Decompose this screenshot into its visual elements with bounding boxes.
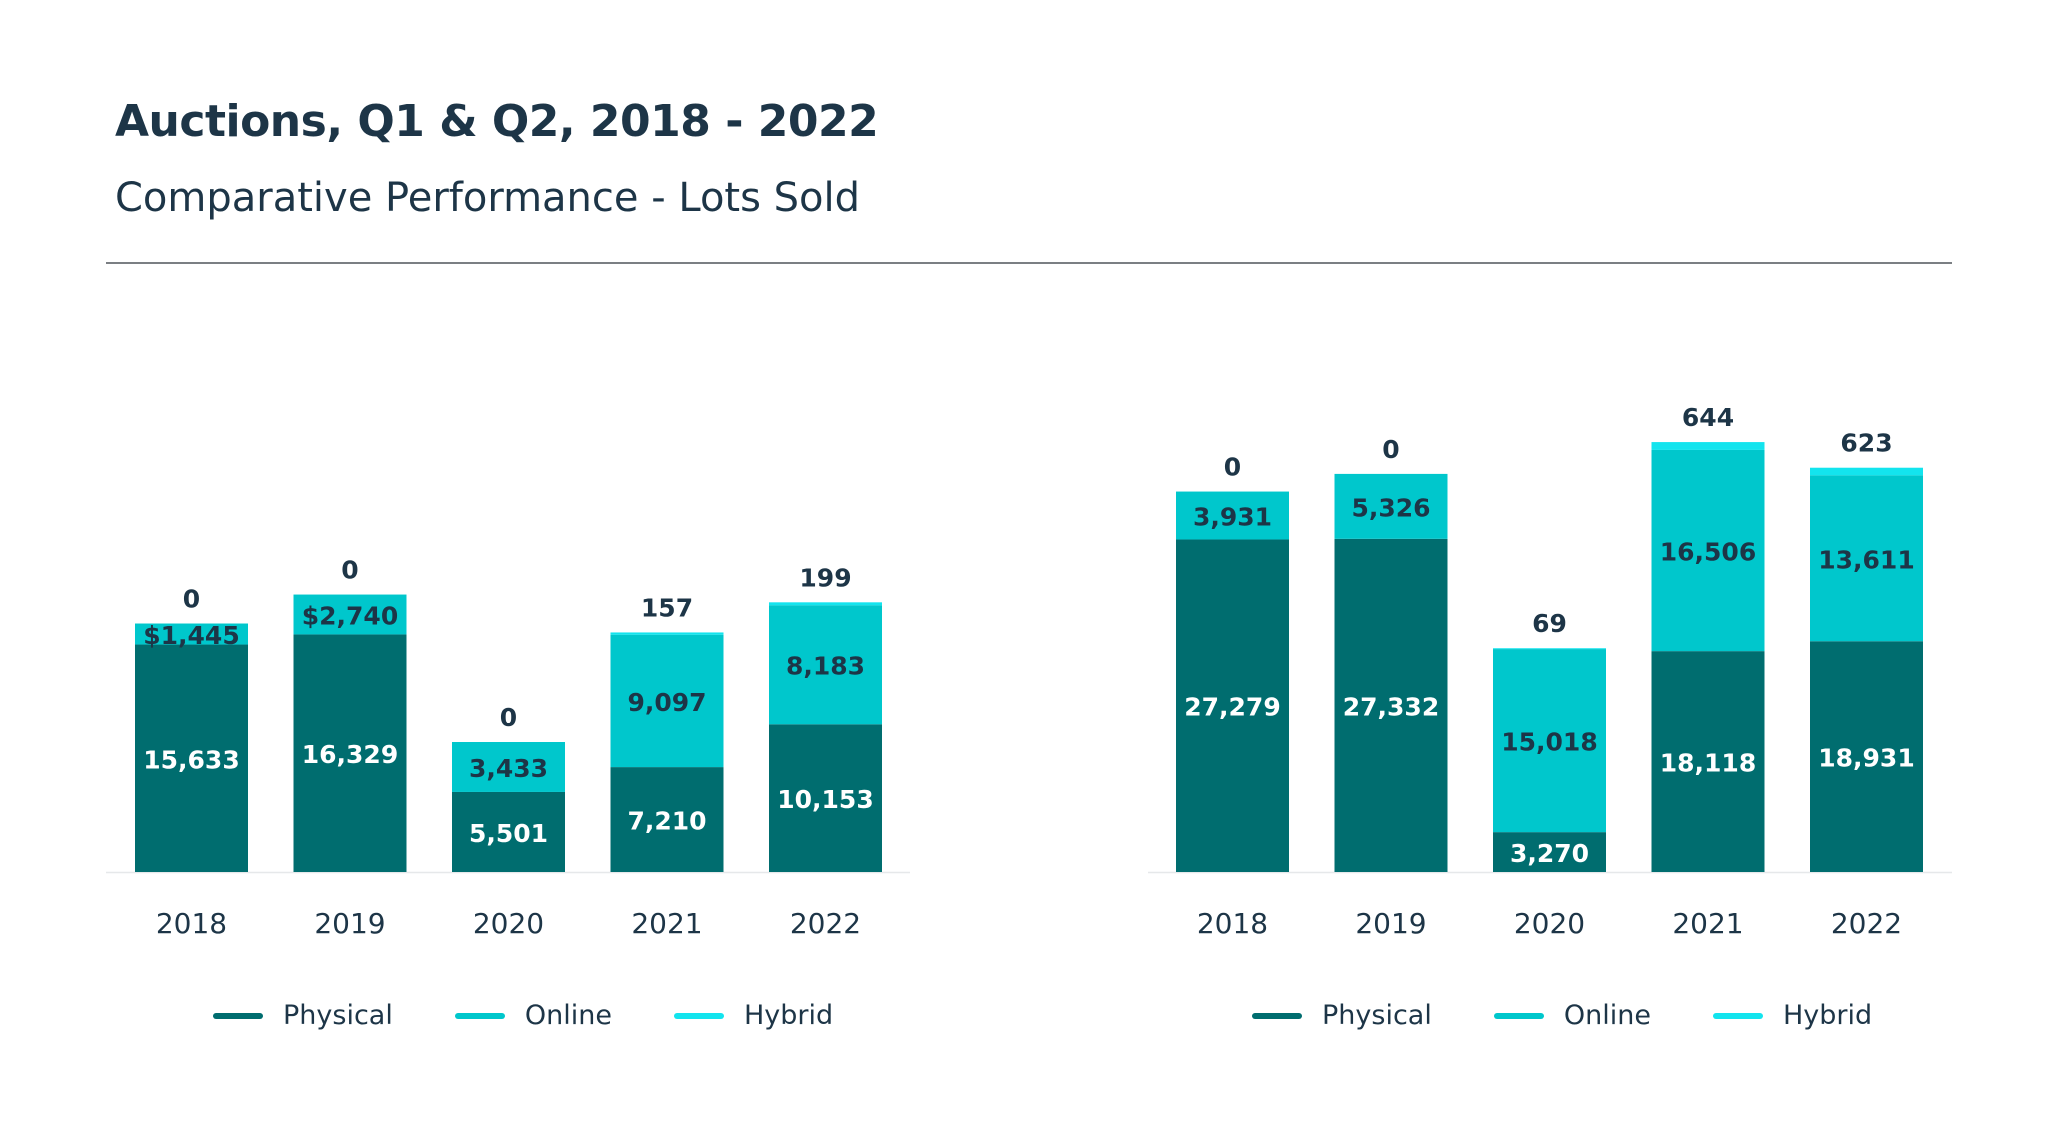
data-label-physical-2019: 27,332: [1343, 692, 1439, 721]
x-tick-label-2021: 2021: [1672, 907, 1743, 940]
data-label-physical-2018: 15,633: [143, 745, 239, 774]
x-tick-label-2022: 2022: [790, 907, 861, 940]
legend-item-online: Online: [1493, 1000, 1651, 1031]
data-label-hybrid-2020: 69: [1532, 609, 1567, 638]
bar-online-2020: [452, 742, 565, 792]
data-label-online-2018: $1,445: [143, 621, 239, 650]
bar-hybrid-2021: [610, 632, 724, 635]
data-label-physical-2022: 18,931: [1818, 744, 1914, 773]
legend-swatch-online: [1493, 1012, 1544, 1019]
bar-online-2018: [135, 623, 248, 645]
data-label-physical-2021: 7,210: [627, 807, 706, 836]
data-label-online-2021: 9,097: [627, 688, 706, 717]
bar-physical-2021: [1651, 651, 1765, 872]
legend-item-online: Online: [454, 1000, 612, 1031]
header-divider: [106, 262, 1952, 264]
bar-physical-2019: [293, 634, 407, 872]
legend-item-physical: Physical: [213, 1000, 393, 1031]
bar-physical-2020: [452, 791, 565, 872]
bar-hybrid-2021: [1651, 442, 1765, 450]
data-label-physical-2022: 10,153: [777, 785, 873, 814]
legend-label-hybrid: Hybrid: [1782, 1000, 1873, 1031]
bar-physical-2019: [1334, 538, 1448, 872]
data-label-online-2022: 13,611: [1818, 545, 1914, 574]
bar-physical-2018: [135, 644, 248, 872]
bar-physical-2022: [769, 724, 882, 872]
bar-online-2021: [1651, 449, 1765, 652]
data-label-hybrid-2021: 644: [1682, 403, 1734, 432]
data-label-online-2021: 16,506: [1660, 538, 1756, 567]
data-label-hybrid-2018: 0: [183, 585, 200, 614]
data-label-physical-2020: 5,501: [469, 819, 548, 848]
data-label-online-2020: 15,018: [1501, 728, 1597, 757]
legend-swatch-online: [454, 1012, 505, 1019]
bar-online-2018: [1176, 491, 1289, 540]
data-label-online-2022: 8,183: [786, 652, 865, 681]
x-tick-label-2019: 2019: [1355, 907, 1426, 940]
legend-item-hybrid: Hybrid: [1712, 1000, 1873, 1031]
legend-label-online: Online: [524, 1000, 612, 1031]
bar-online-2019: [293, 594, 407, 635]
data-label-hybrid-2019: 0: [341, 556, 358, 585]
data-label-physical-2019: 16,329: [302, 740, 398, 769]
data-label-hybrid-2021: 157: [641, 593, 693, 622]
legend-left: Physical Online Hybrid: [213, 1000, 895, 1031]
data-label-hybrid-2022: 623: [1840, 429, 1892, 458]
x-tick-label-2020: 2020: [473, 907, 544, 940]
legend-item-hybrid: Hybrid: [673, 1000, 834, 1031]
data-label-hybrid-2018: 0: [1224, 453, 1241, 482]
legend-label-physical: Physical: [1322, 1000, 1432, 1031]
data-label-hybrid-2022: 199: [799, 563, 851, 592]
bar-online-2022: [769, 605, 882, 725]
x-tick-label-2019: 2019: [314, 907, 385, 940]
data-label-hybrid-2020: 0: [500, 703, 517, 732]
x-tick-label-2022: 2022: [1831, 907, 1902, 940]
data-label-physical-2021: 18,118: [1660, 749, 1756, 778]
legend-swatch-hybrid: [1712, 1012, 1763, 1019]
x-tick-label-2021: 2021: [631, 907, 702, 940]
data-label-physical-2020: 3,270: [1510, 839, 1589, 868]
legend-item-physical: Physical: [1252, 1000, 1432, 1031]
chart-title: Auctions, Q1 & Q2, 2018 - 2022: [115, 96, 879, 147]
legend-swatch-hybrid: [673, 1012, 724, 1019]
bar-physical-2021: [610, 767, 724, 872]
legend-swatch-physical: [1252, 1012, 1302, 1019]
bar-physical-2020: [1493, 832, 1606, 872]
data-label-physical-2018: 27,279: [1184, 693, 1280, 722]
data-label-hybrid-2019: 0: [1382, 435, 1399, 464]
legend-label-physical: Physical: [283, 1000, 393, 1031]
bar-hybrid-2020: [1493, 648, 1606, 650]
data-label-online-2018: 3,931: [1193, 503, 1272, 532]
data-label-online-2019: $2,740: [302, 601, 398, 630]
bar-physical-2022: [1810, 641, 1923, 872]
bar-hybrid-2022: [769, 602, 882, 606]
bar-online-2019: [1334, 473, 1448, 539]
bar-online-2021: [610, 634, 724, 768]
x-tick-label-2020: 2020: [1514, 907, 1585, 940]
legend-label-online: Online: [1563, 1000, 1651, 1031]
legend-swatch-physical: [213, 1012, 263, 1019]
bar-physical-2018: [1176, 539, 1289, 872]
x-tick-label-2018: 2018: [156, 907, 227, 940]
data-label-online-2020: 3,433: [469, 754, 548, 783]
legend-label-hybrid: Hybrid: [743, 1000, 834, 1031]
x-tick-label-2018: 2018: [1197, 907, 1268, 940]
legend-right: Physical Online Hybrid: [1252, 1000, 1934, 1031]
chart-subtitle: Comparative Performance - Lots Sold: [115, 175, 861, 221]
data-label-online-2019: 5,326: [1351, 493, 1430, 522]
bar-online-2020: [1493, 649, 1606, 833]
bar-hybrid-2022: [1810, 467, 1923, 476]
bar-online-2022: [1810, 475, 1923, 642]
